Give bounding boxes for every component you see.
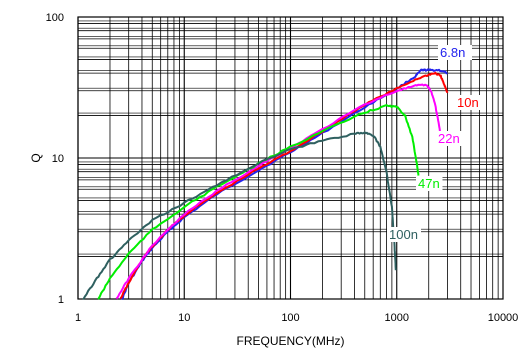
y-axis-label: Q [29, 153, 43, 162]
series-lines [82, 68, 449, 300]
series-line-22n [115, 83, 442, 300]
series-label: 100n [389, 227, 418, 242]
x-tick-label: 10000 [488, 312, 519, 324]
x-axis-label: FREQUENCY(MHz) [237, 334, 345, 348]
series-labels: 6.8n 10n 22n 47n 100n [387, 45, 482, 242]
series-label: 47n [418, 176, 440, 191]
y-tick-label: 100 [46, 12, 64, 24]
x-tick-label: 1000 [385, 312, 409, 324]
series-label: 22n [438, 131, 460, 146]
plot-area-frame [77, 16, 504, 300]
series-line-68n [121, 68, 448, 300]
series-label-bg [438, 45, 472, 60]
x-tick-label: 10 [178, 312, 190, 324]
series-label-bg [416, 176, 443, 191]
tick-labels: 1 10 100 1000 10000 1 10 100 [46, 12, 519, 324]
x-tick-label: 100 [281, 312, 299, 324]
series-label-bg [455, 95, 482, 110]
y-tick-label: 1 [58, 294, 64, 306]
series-line-47n [97, 104, 420, 300]
series-label-bg [436, 131, 463, 146]
series-label: 10n [457, 95, 479, 110]
series-label: 6.8n [440, 45, 465, 60]
x-tick-label: 1 [75, 312, 81, 324]
series-line-100n [82, 131, 397, 300]
series-label-bg [387, 227, 421, 242]
y-tick-label: 10 [52, 153, 64, 165]
